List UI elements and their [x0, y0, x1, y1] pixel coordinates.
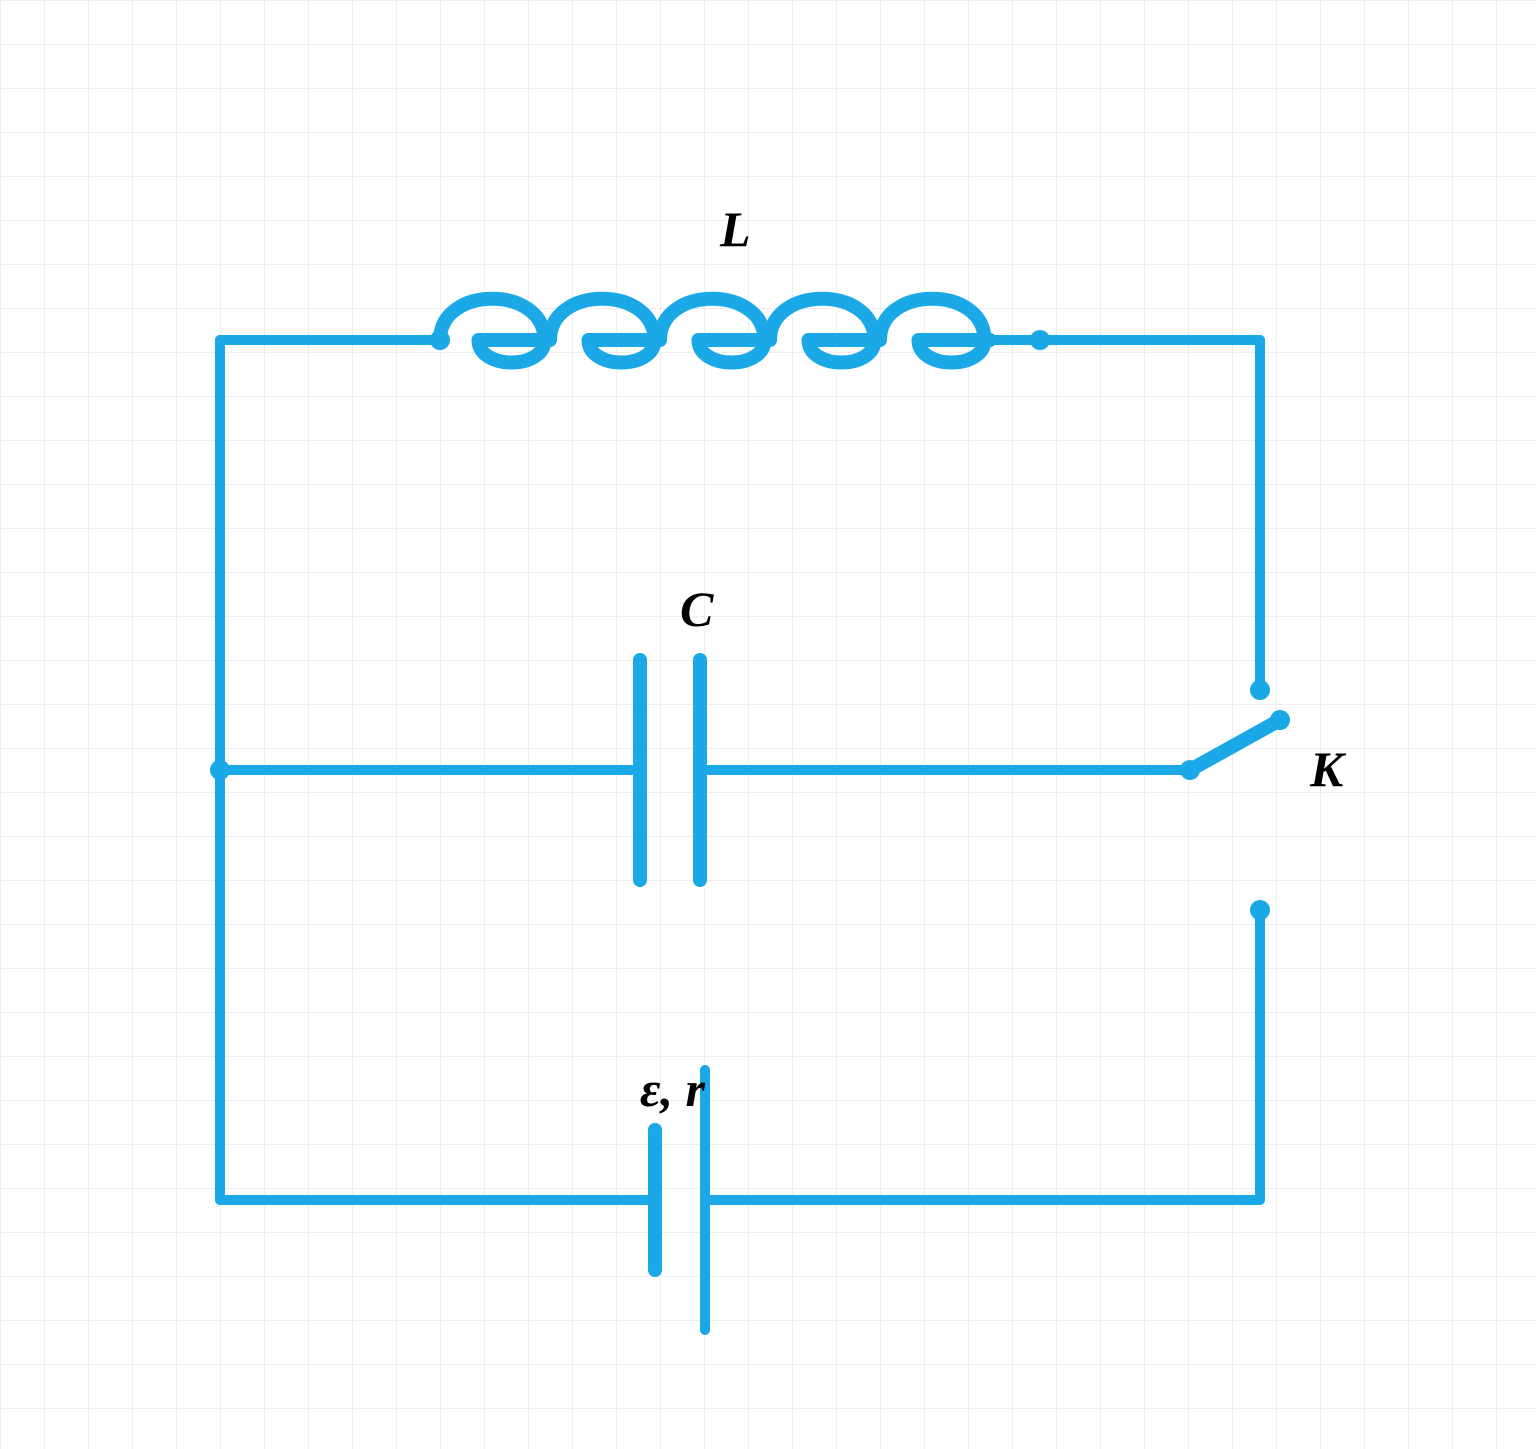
circuit-diagram — [0, 0, 1536, 1449]
switch-label: K — [1310, 740, 1343, 798]
source-label: ε, r — [640, 1060, 705, 1118]
capacitor-label: C — [680, 580, 713, 638]
inductor-label: L — [720, 200, 751, 258]
